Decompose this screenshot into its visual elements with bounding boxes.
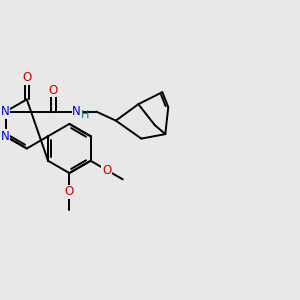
Text: N: N — [1, 130, 10, 143]
Text: O: O — [49, 83, 58, 97]
Text: H: H — [81, 110, 89, 120]
Text: N: N — [1, 105, 10, 118]
Text: O: O — [22, 71, 32, 84]
Text: O: O — [65, 185, 74, 198]
Text: O: O — [102, 164, 111, 177]
Text: N: N — [72, 105, 81, 118]
